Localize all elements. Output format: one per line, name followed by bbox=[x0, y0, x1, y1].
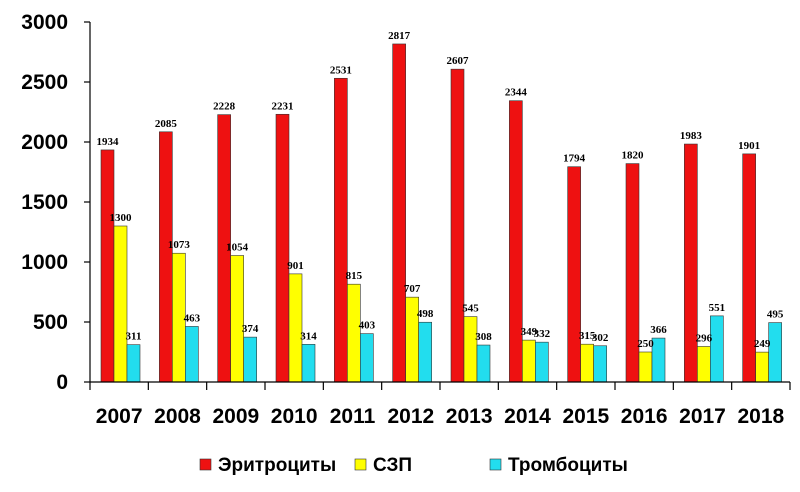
bar-Тромбоциты-2016 bbox=[651, 337, 666, 383]
bar-СЗП-2018 bbox=[755, 351, 769, 383]
x-tick-label: 2015 bbox=[562, 405, 609, 428]
bar-Эритроциты-2008 bbox=[159, 131, 173, 383]
legend-label: СЗП bbox=[373, 455, 412, 476]
x-tick-label: 2013 bbox=[446, 405, 493, 428]
bar-СЗП-2013 bbox=[463, 316, 478, 383]
data-label: 498 bbox=[417, 308, 434, 320]
y-tick-label: 1500 bbox=[21, 191, 68, 214]
bar-Тромбоциты-2012 bbox=[418, 321, 432, 383]
bars bbox=[100, 43, 782, 383]
data-labels: 1934 1300 311 2085 1073 463 2228 1054 374 2231 901… bbox=[97, 30, 784, 350]
data-label: 311 bbox=[126, 331, 142, 343]
data-label: 2085 bbox=[155, 118, 178, 130]
bar-СЗП-2017 bbox=[697, 346, 711, 383]
data-label: 403 bbox=[359, 320, 376, 332]
data-label: 2231 bbox=[272, 100, 294, 112]
data-label: 366 bbox=[650, 324, 667, 336]
bar-Тромбоциты-2014 bbox=[535, 341, 549, 383]
data-label: 1983 bbox=[680, 130, 703, 142]
y-tick-label: 1000 bbox=[21, 251, 68, 274]
data-label: 332 bbox=[534, 328, 551, 340]
legend-label: Тромбоциты bbox=[508, 455, 628, 476]
y-tick-label: 2500 bbox=[21, 71, 68, 94]
bar-СЗП-2016 bbox=[638, 351, 653, 383]
x-tick-label: 2017 bbox=[679, 405, 726, 428]
data-label: 551 bbox=[709, 302, 726, 314]
x-tick-label: 2012 bbox=[387, 405, 434, 428]
data-label: 2344 bbox=[505, 87, 528, 99]
x-tick-label: 2008 bbox=[154, 405, 201, 428]
bar-СЗП-2015 bbox=[580, 343, 594, 383]
bar-Эритроциты-2012 bbox=[392, 43, 406, 383]
bar-Тромбоциты-2009 bbox=[243, 336, 257, 383]
data-label: 1820 bbox=[622, 150, 645, 162]
data-label: 315 bbox=[579, 330, 596, 342]
data-label: 1054 bbox=[226, 242, 249, 254]
bar-Эритроциты-2015 bbox=[567, 166, 581, 383]
bar-Эритроциты-2014 bbox=[509, 100, 523, 383]
bar-Эритроциты-2017 bbox=[684, 143, 698, 383]
x-tick-label: 2011 bbox=[330, 405, 376, 428]
data-label: 1300 bbox=[110, 212, 133, 224]
data-label: 296 bbox=[696, 332, 713, 344]
x-tick-label: 2016 bbox=[621, 405, 668, 428]
data-label: 463 bbox=[184, 312, 201, 324]
data-label: 1901 bbox=[738, 140, 760, 152]
bar-СЗП-2009 bbox=[230, 255, 244, 383]
x-axis: 2007 2008 2009 2010 2011 2012 2013 2014 2015 2016… bbox=[89, 381, 791, 428]
data-label: 2531 bbox=[330, 64, 352, 76]
data-label: 2607 bbox=[447, 55, 470, 67]
data-label: 545 bbox=[462, 303, 479, 315]
bar-СЗП-2010 bbox=[288, 273, 303, 383]
data-label: 314 bbox=[300, 330, 317, 342]
data-label: 1934 bbox=[97, 136, 120, 148]
x-tick-label: 2018 bbox=[737, 405, 784, 428]
bar-СЗП-2014 bbox=[522, 339, 536, 383]
legend-swatch bbox=[354, 458, 367, 471]
legend-swatch bbox=[199, 458, 212, 471]
data-label: 2817 bbox=[388, 30, 411, 42]
legend-label: Эритроциты bbox=[218, 455, 336, 476]
y-tick-label: 500 bbox=[33, 311, 68, 334]
bar-Эритроциты-2013 bbox=[450, 68, 465, 383]
data-label: 495 bbox=[767, 309, 784, 321]
data-label: 1073 bbox=[168, 239, 191, 251]
legend-swatch bbox=[489, 458, 502, 471]
data-label: 2228 bbox=[213, 101, 236, 113]
data-label: 308 bbox=[475, 331, 492, 343]
data-label: 901 bbox=[287, 260, 304, 272]
legend: Эритроциты СЗП Тромбоциты bbox=[199, 455, 628, 476]
bar-Тромбоциты-2018 bbox=[768, 322, 782, 383]
bar-Эритроциты-2011 bbox=[334, 77, 348, 383]
bar-Тромбоциты-2007 bbox=[126, 344, 141, 383]
x-tick-label: 2014 bbox=[504, 405, 551, 428]
bar-СЗП-2007 bbox=[113, 225, 128, 383]
bar-Эритроциты-2010 bbox=[275, 113, 290, 383]
bar-Тромбоциты-2013 bbox=[476, 344, 491, 383]
data-label: 815 bbox=[346, 270, 363, 282]
data-label: 249 bbox=[754, 338, 771, 350]
bar-СЗП-2011 bbox=[347, 283, 361, 383]
x-tick-label: 2007 bbox=[96, 405, 143, 428]
y-tick-label: 2000 bbox=[21, 131, 68, 154]
data-label: 374 bbox=[242, 323, 259, 335]
x-tick-label: 2009 bbox=[212, 405, 259, 428]
bar-Тромбоциты-2011 bbox=[360, 333, 374, 383]
data-label: 1794 bbox=[563, 153, 586, 165]
y-tick-label: 0 bbox=[56, 371, 68, 394]
data-label: 707 bbox=[404, 283, 421, 295]
bar-Тромбоциты-2015 bbox=[593, 345, 607, 383]
y-axis: 0 500 1000 1500 2000 2500 3000 bbox=[21, 11, 91, 394]
data-label: 349 bbox=[521, 326, 538, 338]
bar-Тромбоциты-2010 bbox=[301, 344, 316, 383]
data-label: 302 bbox=[592, 332, 609, 344]
bar-Тромбоциты-2008 bbox=[185, 326, 199, 383]
bar-Эритроциты-2007 bbox=[100, 149, 115, 383]
data-label: 250 bbox=[637, 338, 654, 350]
bar-Тромбоциты-2017 bbox=[710, 315, 724, 383]
y-tick-label: 3000 bbox=[21, 11, 68, 34]
x-tick-label: 2010 bbox=[271, 405, 318, 428]
